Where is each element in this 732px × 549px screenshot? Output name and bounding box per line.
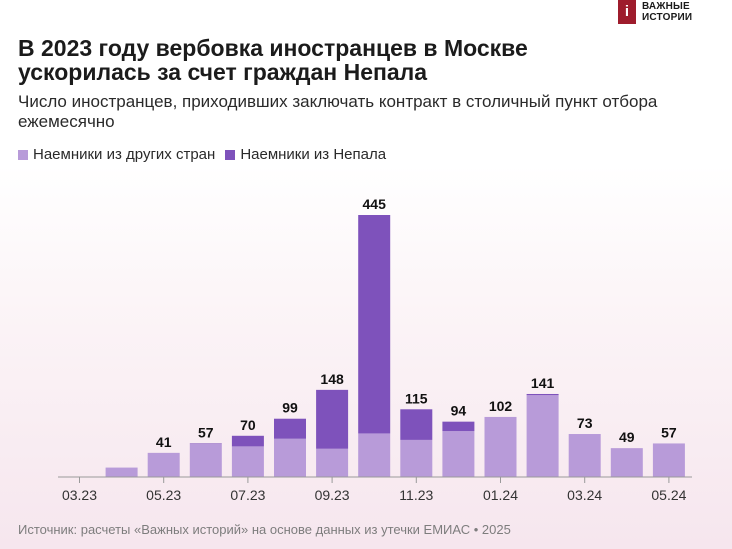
bar-other-05.24 <box>652 443 685 477</box>
bar-other-06.23 <box>189 444 222 477</box>
legend-item-other: Наемники из других стран <box>18 146 215 163</box>
x-tick-label-11.23: 11.23 <box>399 487 433 503</box>
source-note: Источник: расчеты «Важных историй» на ос… <box>18 522 511 537</box>
chart-title: В 2023 году вербовка иностранцев в Москв… <box>18 35 528 85</box>
legend-item-nepal: Наемники из Непала <box>225 146 386 163</box>
legend-label-other: Наемники из других стран <box>33 146 216 163</box>
legend: Наемники из других стран Наемники из Неп… <box>18 146 386 163</box>
x-tick-label-03.23: 03.23 <box>62 487 97 503</box>
bar-other-08.23 <box>274 438 306 477</box>
bar-other-11.23 <box>400 439 433 477</box>
bar-nepal-06.23 <box>189 443 222 445</box>
bar-other-02.24 <box>526 395 559 477</box>
data-label-05.23: 41 <box>156 434 172 450</box>
bar-nepal-08.23 <box>274 418 306 439</box>
bar-other-03.24 <box>568 434 601 477</box>
legend-swatch-other <box>18 149 28 160</box>
data-label-12.23: 94 <box>451 403 467 419</box>
x-tick-label-03.24: 03.24 <box>567 487 602 503</box>
data-label-01.24: 102 <box>489 398 513 414</box>
bar-other-09.23 <box>316 448 349 477</box>
bar-nepal-11.23 <box>400 409 433 440</box>
bar-other-04.23 <box>105 467 138 477</box>
chart-subtitle: Число иностранцев, приходивших заключать… <box>18 92 658 131</box>
bar-other-01.24 <box>484 416 517 477</box>
bar-nepal-10.23 <box>358 215 391 434</box>
bar-other-05.23 <box>147 452 180 477</box>
data-label-04.24: 49 <box>619 429 635 445</box>
x-tick-label-07.23: 07.23 <box>230 487 265 503</box>
brand-logo: i ВАЖНЫЕ ИСТОРИИ <box>618 0 716 24</box>
bar-nepal-07.23 <box>231 435 264 447</box>
data-label-02.24: 141 <box>531 375 555 391</box>
data-label-03.24: 73 <box>577 415 593 431</box>
data-label-09.23: 148 <box>320 371 344 387</box>
x-tick-label-09.23: 09.23 <box>315 487 350 503</box>
legend-label-nepal: Наемники из Непала <box>240 146 387 163</box>
data-label-10.23: 445 <box>363 196 387 212</box>
bar-nepal-12.23 <box>442 421 475 432</box>
data-label-11.23: 115 <box>405 390 428 406</box>
x-tick-label-01.24: 01.24 <box>483 487 518 503</box>
bar-nepal-09.23 <box>316 389 349 449</box>
bar-other-07.23 <box>231 446 264 477</box>
data-label-08.23: 99 <box>282 400 298 416</box>
x-tick-label-05.24: 05.24 <box>651 487 686 503</box>
data-label-06.23: 57 <box>198 424 214 440</box>
brand-i-icon: i <box>618 0 636 24</box>
bar-other-04.24 <box>610 448 643 477</box>
data-label-05.24: 57 <box>661 424 677 440</box>
brand-name: ВАЖНЫЕ ИСТОРИИ <box>642 1 693 23</box>
bar-other-12.23 <box>442 431 475 477</box>
x-tick-label-05.23: 05.23 <box>146 487 181 503</box>
legend-swatch-nepal <box>225 149 236 160</box>
bar-nepal-02.24 <box>526 393 559 396</box>
data-label-07.23: 70 <box>240 417 256 433</box>
bar-other-10.23 <box>358 433 391 477</box>
